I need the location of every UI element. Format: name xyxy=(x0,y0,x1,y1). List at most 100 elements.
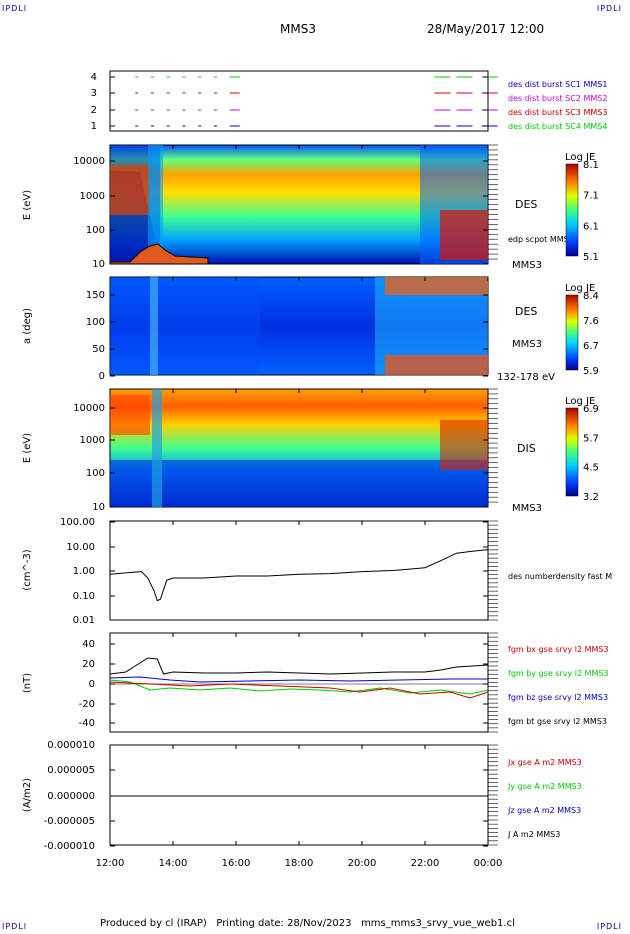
burst-legend-item: des dist burst SC4 MMS4 xyxy=(508,122,607,131)
des-pitch-cbar-title: Log JE xyxy=(565,283,595,294)
dis-energy-ytick: 10 xyxy=(92,502,105,513)
des-energy-cbar-title: Log JE xyxy=(565,152,595,163)
des-pitch-cbar-tick: 7.6 xyxy=(583,316,599,327)
des-energy-cbar-tick: 8.1 xyxy=(583,160,599,171)
time-tick-label: 22:00 xyxy=(411,858,440,869)
panel-bfield xyxy=(109,632,489,733)
header-spacecraft: MMS3 xyxy=(280,22,316,36)
burst-legend-item: des dist burst SC3 MMS3 xyxy=(508,108,607,117)
dis-energy-cbar-title: Log JE xyxy=(565,396,595,407)
time-tick-label: 18:00 xyxy=(285,858,314,869)
des-pitch-cbar-tick: 8.4 xyxy=(583,291,599,302)
bfield-legend-item: fgm bt gse srvy l2 MMS3 xyxy=(508,717,607,726)
current-ytick: -0.000010 xyxy=(44,841,95,852)
current-ytick: 0.000000 xyxy=(47,791,95,802)
bfield-legend-item: fgm bx gse srvy l2 MMS3 xyxy=(508,645,609,654)
density-legend: des numberdensity fast M xyxy=(508,572,612,581)
des-energy-cbar-tick: 6.1 xyxy=(583,221,599,232)
dis-energy-cbar-tick: 3.2 xyxy=(583,492,599,503)
dis-energy-cbar-tick: 4.5 xyxy=(583,463,599,474)
bfield-legend-item: fgm bz gse srvy l2 MMS3 xyxy=(508,693,608,702)
des-energy-overlay: edp scpot MMS3 xyxy=(508,235,574,244)
burst-ytick: 3 xyxy=(91,88,97,99)
panel-density xyxy=(109,520,489,621)
corner-tl: IPDLI xyxy=(2,4,28,13)
panel-des-pitch xyxy=(109,276,489,376)
des-energy-cbar-tick: 5.1 xyxy=(583,252,599,263)
dis-energy-cbar-tick: 5.7 xyxy=(583,433,599,444)
bfield-ytick: 40 xyxy=(82,639,95,650)
footer: Produced by cl (IRAP) Printing date: 28/… xyxy=(100,918,515,929)
des-energy-label: DES xyxy=(515,198,537,211)
time-tick-label: 16:00 xyxy=(222,858,251,869)
dis-energy-cbar xyxy=(565,407,579,497)
bfield-ylabel: (nT) xyxy=(22,673,33,693)
dis-energy-ytick: 100 xyxy=(86,468,105,479)
des-energy-ytick: 10000 xyxy=(73,156,105,167)
des-pitch-ytick: 100 xyxy=(86,317,105,328)
burst-legend-item: des dist burst SC1 MMS1 xyxy=(508,80,607,89)
corner-bl: IPDLI xyxy=(2,922,28,931)
dis-energy-sublabel: MMS3 xyxy=(512,503,542,514)
bfield-legend-item: fgm by gse srvy l2 MMS3 xyxy=(508,669,609,678)
corner-tr: IPDLI xyxy=(596,4,622,13)
des-pitch-cbar-tick: 6.7 xyxy=(583,341,599,352)
des-pitch-ylabel: a (deg) xyxy=(22,308,33,344)
time-tick-label: 12:00 xyxy=(96,858,125,869)
density-ylabel: (cm^-3) xyxy=(22,549,33,590)
des-energy-cbar xyxy=(565,163,579,257)
corner-br: IPDLI xyxy=(596,922,622,931)
des-pitch-label: DES xyxy=(515,305,537,318)
current-legend-item: J A m2 MMS3 xyxy=(507,830,560,839)
density-ytick: 100.00 xyxy=(60,517,95,528)
current-legend-item: Jz gse A m2 MMS3 xyxy=(507,806,581,815)
density-ytick: 0.10 xyxy=(73,591,95,602)
current-ytick: 0.000010 xyxy=(47,740,95,751)
time-tick-label: 00:00 xyxy=(474,858,503,869)
des-pitch-cbar xyxy=(565,294,579,371)
panel-dis-energy xyxy=(109,388,489,508)
header-datetime: 28/May/2017 12:00 xyxy=(427,22,545,36)
des-pitch-ytick: 150 xyxy=(86,290,105,301)
des-pitch-cbar-tick: 5.9 xyxy=(583,366,599,377)
footer-printing-date: Printing date: 28/Nov/2023 xyxy=(216,918,352,929)
burst-ytick: 4 xyxy=(91,72,97,83)
time-tick-label: 14:00 xyxy=(159,858,188,869)
bfield-ytick: 20 xyxy=(82,659,95,670)
footer-produced: Produced by cl (IRAP) xyxy=(100,918,207,929)
density-ytick: 10.00 xyxy=(66,542,95,553)
density-ytick: 0.01 xyxy=(73,615,95,626)
dis-energy-label: DIS xyxy=(517,442,536,455)
des-energy-ytick: 10 xyxy=(92,259,105,270)
des-energy-cbar-tick: 7.1 xyxy=(583,191,599,202)
current-legend-item: Jy gse A m2 MMS3 xyxy=(507,782,582,791)
des-pitch-ytick: 0 xyxy=(99,371,105,382)
bfield-ytick: 0 xyxy=(89,679,95,690)
current-legend-item: Jx gse A m2 MMS3 xyxy=(507,758,582,767)
dis-energy-ytick: 10000 xyxy=(73,403,105,414)
panel-current xyxy=(109,744,489,846)
current-ylabel: (A/m2) xyxy=(22,778,33,812)
panel-burst xyxy=(109,70,498,132)
des-pitch-ytick: 50 xyxy=(92,344,105,355)
des-energy-ytick: 1000 xyxy=(80,191,105,202)
burst-ytick: 2 xyxy=(91,105,97,116)
des-energy-sublabel: MMS3 xyxy=(512,260,542,271)
des-energy-ytick: 100 xyxy=(86,225,105,236)
time-tick-label: 20:00 xyxy=(348,858,377,869)
des-energy-ylabel: E (eV) xyxy=(22,190,33,220)
current-ytick: -0.000005 xyxy=(44,816,95,827)
burst-legend-item: des dist burst SC2 MMS2 xyxy=(508,94,607,103)
burst-ytick: 1 xyxy=(91,121,97,132)
current-ytick: 0.000005 xyxy=(47,765,95,776)
bfield-ytick: -40 xyxy=(79,718,95,729)
footer-filename: mms_mms3_srvy_vue_web1.cl xyxy=(361,918,515,929)
density-ytick: 1.00 xyxy=(73,566,95,577)
des-pitch-range: 132-178 eV xyxy=(497,372,555,383)
bfield-ytick: -20 xyxy=(79,699,95,710)
dis-energy-ytick: 1000 xyxy=(80,435,105,446)
dis-energy-ylabel: E (eV) xyxy=(22,433,33,463)
dis-energy-cbar-tick: 6.9 xyxy=(583,404,599,415)
panel-des-energy xyxy=(109,144,489,265)
